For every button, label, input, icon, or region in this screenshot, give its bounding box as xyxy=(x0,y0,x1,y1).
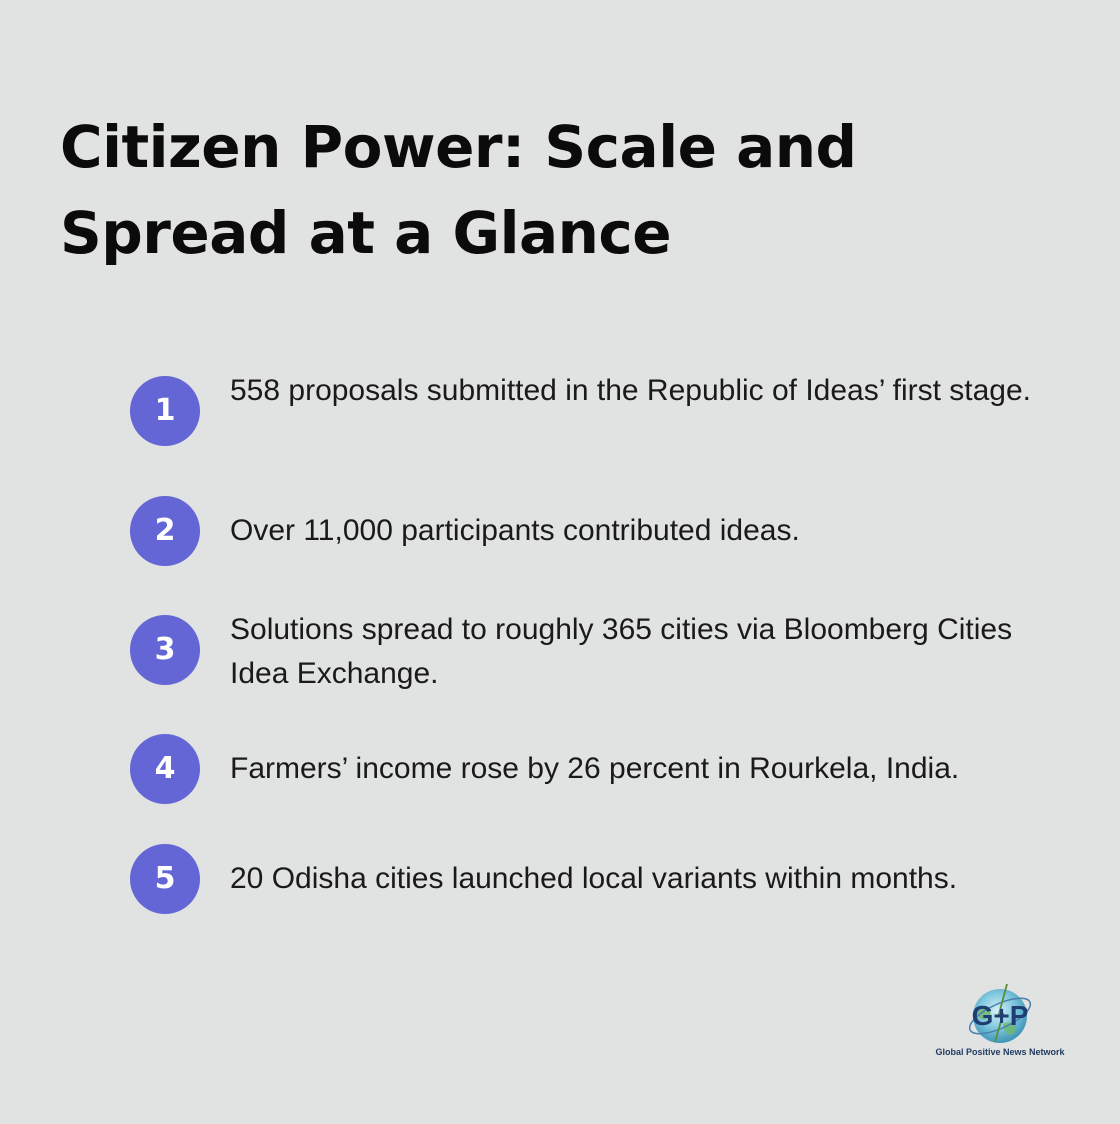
logo-letters: G+P xyxy=(972,1000,1029,1031)
brand-logo: G+P Global Positive News Network xyxy=(930,980,1070,1064)
item-text: 558 proposals submitted in the Republic … xyxy=(230,374,1032,407)
number-badge: 2 xyxy=(130,496,200,566)
page-title: Citizen Power: Scale and Spread at a Gla… xyxy=(60,113,857,267)
globe-logo-icon: G+P xyxy=(968,983,1032,1043)
item-text: Over 11,000 participants contributed ide… xyxy=(230,514,800,547)
item-text: Solutions spread to roughly 365 cities v… xyxy=(230,613,1013,690)
logo-caption: Global Positive News Network xyxy=(935,1047,1065,1057)
number-badge: 5 xyxy=(130,844,200,914)
item-text: 20 Odisha cities launched local variants… xyxy=(230,862,958,895)
number-badge: 1 xyxy=(130,376,200,446)
number-badge: 4 xyxy=(130,734,200,804)
number-badge: 3 xyxy=(130,615,200,685)
item-text: Farmers’ income rose by 26 percent in Ro… xyxy=(230,752,960,785)
